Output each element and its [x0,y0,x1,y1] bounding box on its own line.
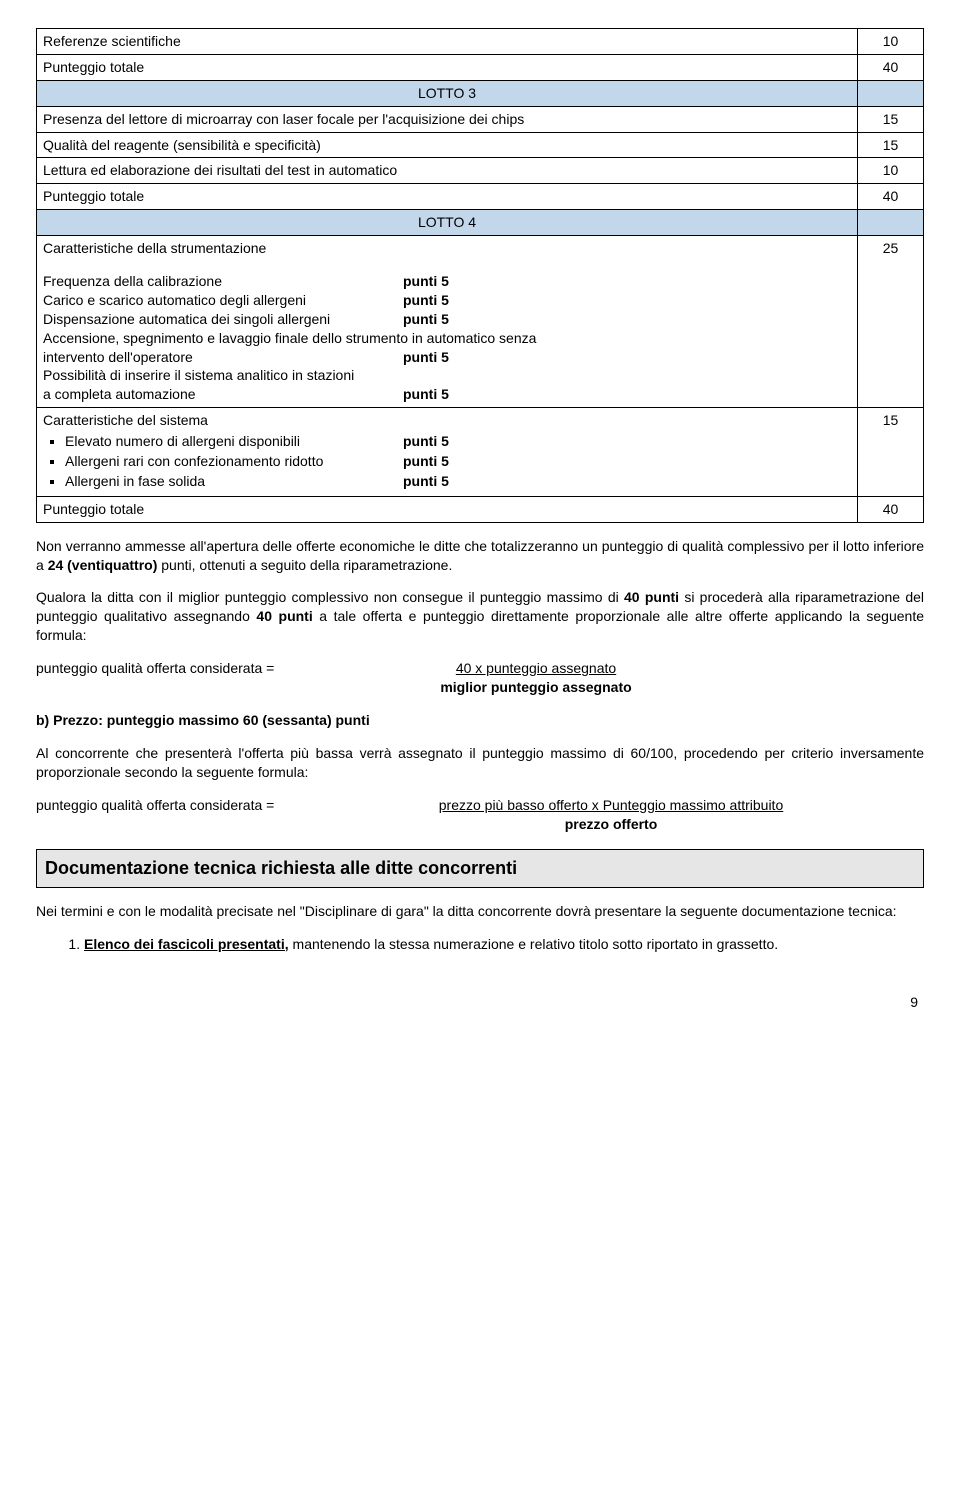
formula-left: punteggio qualità offerta considerata = [36,796,298,834]
criteria-cell: Caratteristiche della strumentazione Fre… [37,236,858,408]
criteria-item-wrap: Possibilità di inserire il sistema anali… [43,366,851,385]
criteria-label: Punteggio totale [37,496,858,522]
lotto-header-empty [858,210,924,236]
table-row: Punteggio totale 40 [37,496,924,522]
table-row: Lettura ed elaborazione dei risultati de… [37,158,924,184]
table-row: Qualità del reagente (sensibilità e spec… [37,132,924,158]
lotto-header: LOTTO 3 [37,80,858,106]
table-row: LOTTO 3 [37,80,924,106]
list-item: Allergeni rari con confezionamento ridot… [65,452,851,471]
list-item: Allergeni in fase solidapunti 5 [65,472,851,491]
criteria-score: 25 [858,236,924,408]
paragraph: Qualora la ditta con il miglior punteggi… [36,588,924,645]
criteria-label: Presenza del lettore di microarray con l… [37,106,858,132]
subheading: b) Prezzo: punteggio massimo 60 (sessant… [36,711,924,730]
paragraph: Non verranno ammesse all'apertura delle … [36,537,924,575]
table-row: Caratteristiche del sistema Elevato nume… [37,408,924,497]
table-row: Punteggio totale 40 [37,184,924,210]
criteria-item: intervento dell'operatorepunti 5 [43,348,851,367]
table-row: Presenza del lettore di microarray con l… [37,106,924,132]
ordered-list: Elenco dei fascicoli presentati, mantene… [36,935,924,954]
table-row: Punteggio totale 40 [37,54,924,80]
section-heading: Documentazione tecnica richiesta alle di… [36,849,924,887]
formula-right: 40 x punteggio assegnato miglior puntegg… [336,659,736,697]
scoring-table: Referenze scientifiche 10 Punteggio tota… [36,28,924,523]
criteria-item: Frequenza della calibrazionepunti 5 [43,272,851,291]
lotto-header: LOTTO 4 [37,210,858,236]
table-row: Caratteristiche della strumentazione Fre… [37,236,924,408]
criteria-score: 10 [858,29,924,55]
page-number: 9 [36,993,924,1012]
criteria-item: Dispensazione automatica dei singoli all… [43,310,851,329]
criteria-label: Punteggio totale [37,54,858,80]
criteria-score: 15 [858,132,924,158]
list-item: Elenco dei fascicoli presentati, mantene… [84,935,924,954]
table-row: Referenze scientifiche 10 [37,29,924,55]
criteria-label: Referenze scientifiche [37,29,858,55]
criteria-score: 15 [858,106,924,132]
criteria-score: 40 [858,496,924,522]
criteria-title: Caratteristiche della strumentazione [43,239,851,258]
criteria-item: Carico e scarico automatico degli allerg… [43,291,851,310]
criteria-item: a completa automazionepunti 5 [43,385,851,404]
criteria-item-wrap: Accensione, spegnimento e lavaggio final… [43,329,851,348]
paragraph: Al concorrente che presenterà l'offerta … [36,744,924,782]
table-row: LOTTO 4 [37,210,924,236]
formula-left: punteggio qualità offerta considerata = [36,659,336,697]
formula: punteggio qualità offerta considerata = … [36,659,924,697]
lotto-header-empty [858,80,924,106]
list-item: Elevato numero di allergeni disponibilip… [65,432,851,451]
criteria-score: 15 [858,408,924,497]
criteria-title: Caratteristiche del sistema [43,411,851,430]
paragraph: Nei termini e con le modalità precisate … [36,902,924,921]
criteria-label: Lettura ed elaborazione dei risultati de… [37,158,858,184]
criteria-score: 10 [858,158,924,184]
formula-right: prezzo più basso offerto x Punteggio mas… [298,796,924,834]
criteria-cell: Caratteristiche del sistema Elevato nume… [37,408,858,497]
criteria-label: Punteggio totale [37,184,858,210]
formula: punteggio qualità offerta considerata = … [36,796,924,834]
criteria-label: Qualità del reagente (sensibilità e spec… [37,132,858,158]
bullet-list: Elevato numero di allergeni disponibilip… [43,432,851,491]
criteria-score: 40 [858,184,924,210]
criteria-score: 40 [858,54,924,80]
